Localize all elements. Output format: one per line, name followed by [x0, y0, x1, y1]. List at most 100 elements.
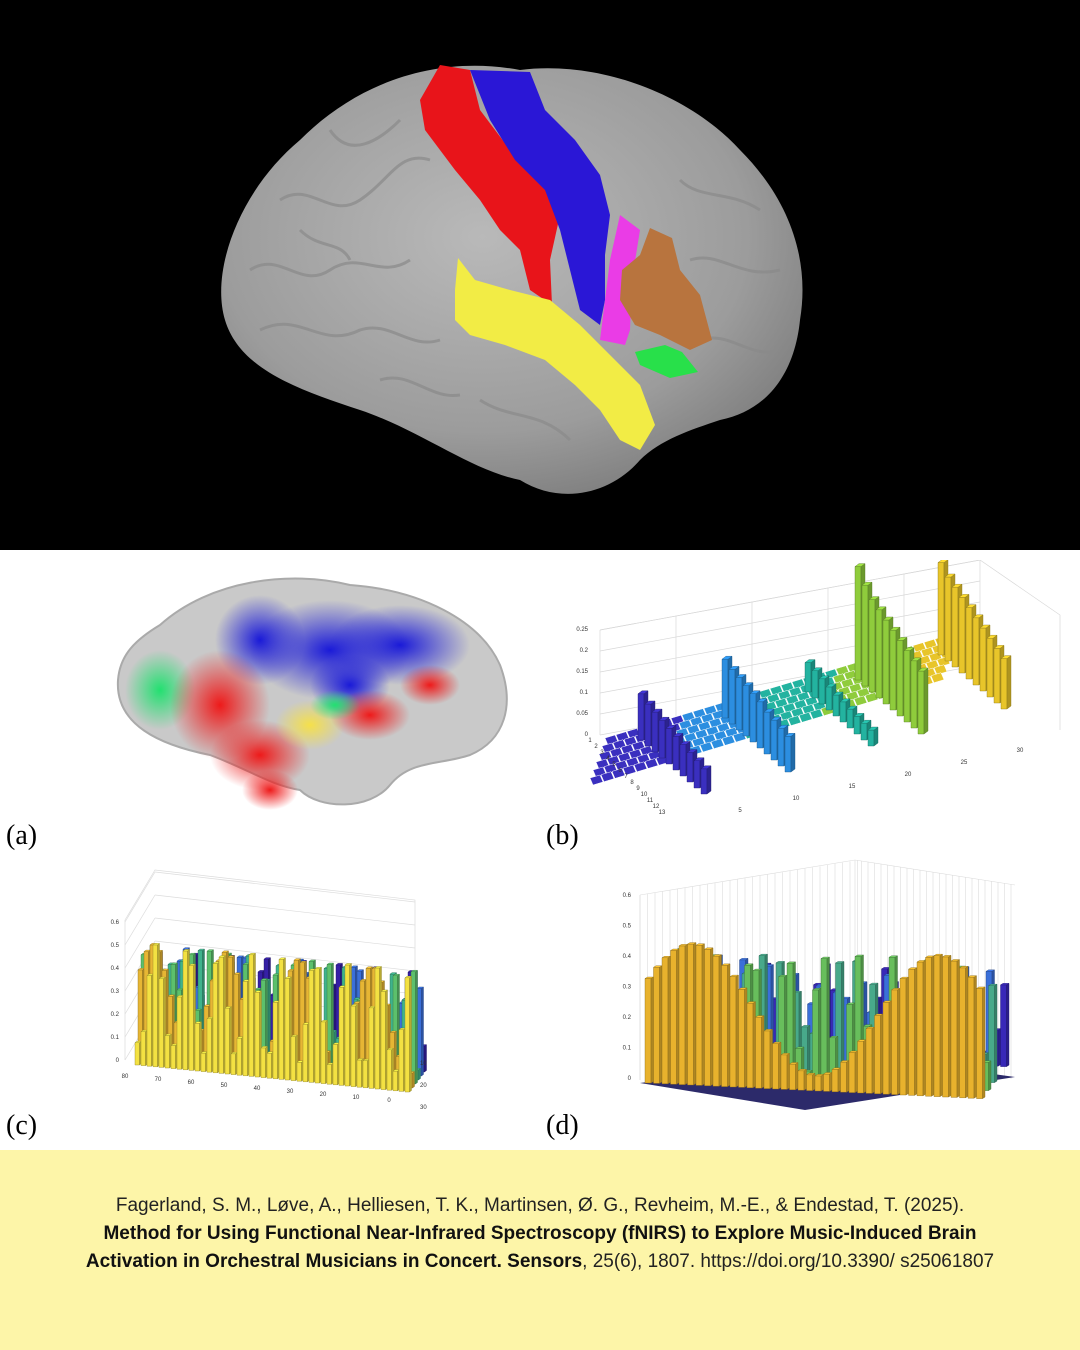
chart-c-bar	[314, 966, 323, 1084]
chart-b-ytick: 7	[624, 774, 628, 780]
chart-c-bar	[236, 1036, 245, 1076]
citation-details: , 25(6), 1807. https://doi.org/10.3390/ …	[582, 1251, 995, 1272]
chart-d-bar	[999, 983, 1010, 1067]
chart-c-bar	[308, 968, 317, 1083]
chart-b: 00.050.10.150.20.25510152025301234567891…	[576, 560, 1061, 816]
chart-b-ytick: 10	[641, 792, 648, 798]
chart-c-ytick: 30	[420, 1105, 427, 1111]
chart-c-bar	[224, 1006, 233, 1075]
chart-d-bar	[848, 1050, 859, 1093]
chart-b-ztick: 0.15	[576, 669, 588, 675]
chart-b-xtick: 25	[961, 760, 968, 766]
chart-d-bar	[771, 1041, 782, 1090]
chart-d-bar	[763, 1029, 774, 1089]
chart-c-bar	[374, 966, 383, 1090]
chart-c-bar	[152, 943, 161, 1068]
chart-d-bar	[820, 956, 831, 1084]
chart-c: 0 0.1 0.2 0.3 0.4 0.5 0.6 80 70 60 50 40 30 20 10 0 10 20…	[111, 869, 427, 1111]
chart-c-bar	[368, 1005, 377, 1089]
chart-d-ztick: 0.6	[623, 893, 632, 899]
panel-c: 0 0.1 0.2 0.3 0.4 0.5 0.6 80 70 60 50 40 30 20 10 0 10 20…	[105, 860, 435, 1118]
chart-c-ztick: 0.6	[111, 920, 120, 926]
chart-c-bar	[230, 1051, 239, 1076]
chart-b-ztick: 0.2	[580, 648, 589, 654]
region-red	[420, 65, 560, 305]
chart-c-bar	[254, 990, 263, 1078]
brain-activation-map-icon	[116, 577, 508, 810]
panel-b: 0 0.05 0.1 0.15 0.2 0.25 5 10 15 20 25 30 1 2 3 4 5 6 7 8 9 1…	[560, 560, 1070, 822]
chart-d-bar	[882, 1000, 893, 1095]
chart-b-ytick: 11	[647, 798, 654, 804]
region-green	[635, 345, 698, 378]
chart-d-bar	[780, 1052, 791, 1090]
chart-d-bar	[788, 1062, 799, 1091]
chart-c-ytick: 20	[420, 1083, 427, 1089]
chart-c-bar	[386, 1047, 395, 1091]
chart-c-bar	[200, 1051, 209, 1073]
chart-c-bar	[206, 1016, 215, 1073]
region-brown	[620, 228, 712, 350]
chart-d-bar	[975, 986, 986, 1099]
chart-c-ztick: 0.1	[111, 1035, 120, 1041]
chart-d-ztick: 0.4	[623, 954, 632, 960]
chart-c-bar	[140, 1029, 149, 1067]
chart-d-bar	[644, 976, 655, 1084]
chart-b-bar	[784, 732, 796, 773]
chart-c-bar	[338, 985, 347, 1086]
chart-b-ytick: 13	[659, 810, 666, 816]
chart-c-bar	[380, 989, 389, 1091]
chart-d: 0 0.1 0.2 0.3 0.4 0.5 0.6	[623, 859, 1016, 1110]
chart-b-bar	[700, 765, 712, 795]
chart-c-bar	[296, 1060, 305, 1082]
chart-c-bar	[260, 1046, 269, 1079]
chart-d-bar	[950, 959, 961, 1098]
citation-text: Fagerland, S. M., Løve, A., Helliesen, T…	[80, 1192, 1000, 1276]
chart-d-ztick: 0	[628, 1076, 632, 1082]
chart-b-xtick: 30	[1017, 748, 1024, 754]
chart-c-bar	[212, 961, 221, 1074]
chart-d-bar	[958, 966, 969, 1099]
chart-b-ytick: 5	[612, 762, 616, 768]
chart-d-bar	[924, 955, 935, 1097]
chart-b-ytick: 3	[600, 750, 604, 756]
chart-d-ztick: 0.2	[623, 1015, 632, 1021]
chart-c-bar	[248, 952, 257, 1077]
chart-d-bar	[661, 955, 672, 1085]
chart-b-ytick: 2	[594, 744, 598, 750]
chart-c-xtick: 50	[221, 1083, 228, 1089]
chart-d-bar	[814, 1074, 825, 1092]
chart-d-bar	[907, 967, 918, 1096]
chart-c-bar	[278, 957, 287, 1080]
chart-b-xtick: 20	[905, 772, 912, 778]
chart-c-bar	[188, 963, 197, 1071]
citation-box: Fagerland, S. M., Løve, A., Helliesen, T…	[0, 1150, 1080, 1350]
chart-d-bar	[822, 1072, 833, 1092]
chart-d-ztick: 0.1	[623, 1046, 632, 1052]
chart-b-bar	[917, 667, 929, 735]
chart-d-bar	[856, 1039, 867, 1094]
chart-d-bar	[678, 944, 689, 1085]
chart-b-ytick: 9	[636, 786, 640, 792]
chart-c-ztick: 0.5	[111, 943, 120, 949]
chart-c-bar	[362, 1058, 371, 1089]
chart-c-bar	[176, 995, 185, 1070]
chart-c-bar	[170, 1043, 179, 1070]
panel-d: 0 0.1 0.2 0.3 0.4 0.5 0.6	[615, 855, 1035, 1120]
chart-d-bar	[754, 1015, 765, 1089]
chart-d-bar	[941, 955, 952, 1098]
region-yellow	[455, 258, 655, 450]
chart-d-bar	[987, 983, 998, 1083]
chart-d-bar	[890, 988, 901, 1095]
brain-surface	[221, 65, 803, 494]
chart-d-bar	[729, 974, 740, 1088]
chart-d-ztick: 0.5	[623, 924, 632, 930]
chart-c-bar	[320, 1019, 329, 1085]
chart-d-bar	[831, 1067, 842, 1093]
brain-gyri	[249, 118, 781, 442]
chart-c-bar	[182, 949, 191, 1071]
chart-d-bar	[669, 948, 680, 1085]
chart-c-xtick: 70	[155, 1077, 162, 1083]
panel-label-b: (b)	[546, 820, 579, 851]
chart-b-ztick: 0.05	[576, 711, 588, 717]
chart-c-ztick: 0	[116, 1058, 120, 1064]
